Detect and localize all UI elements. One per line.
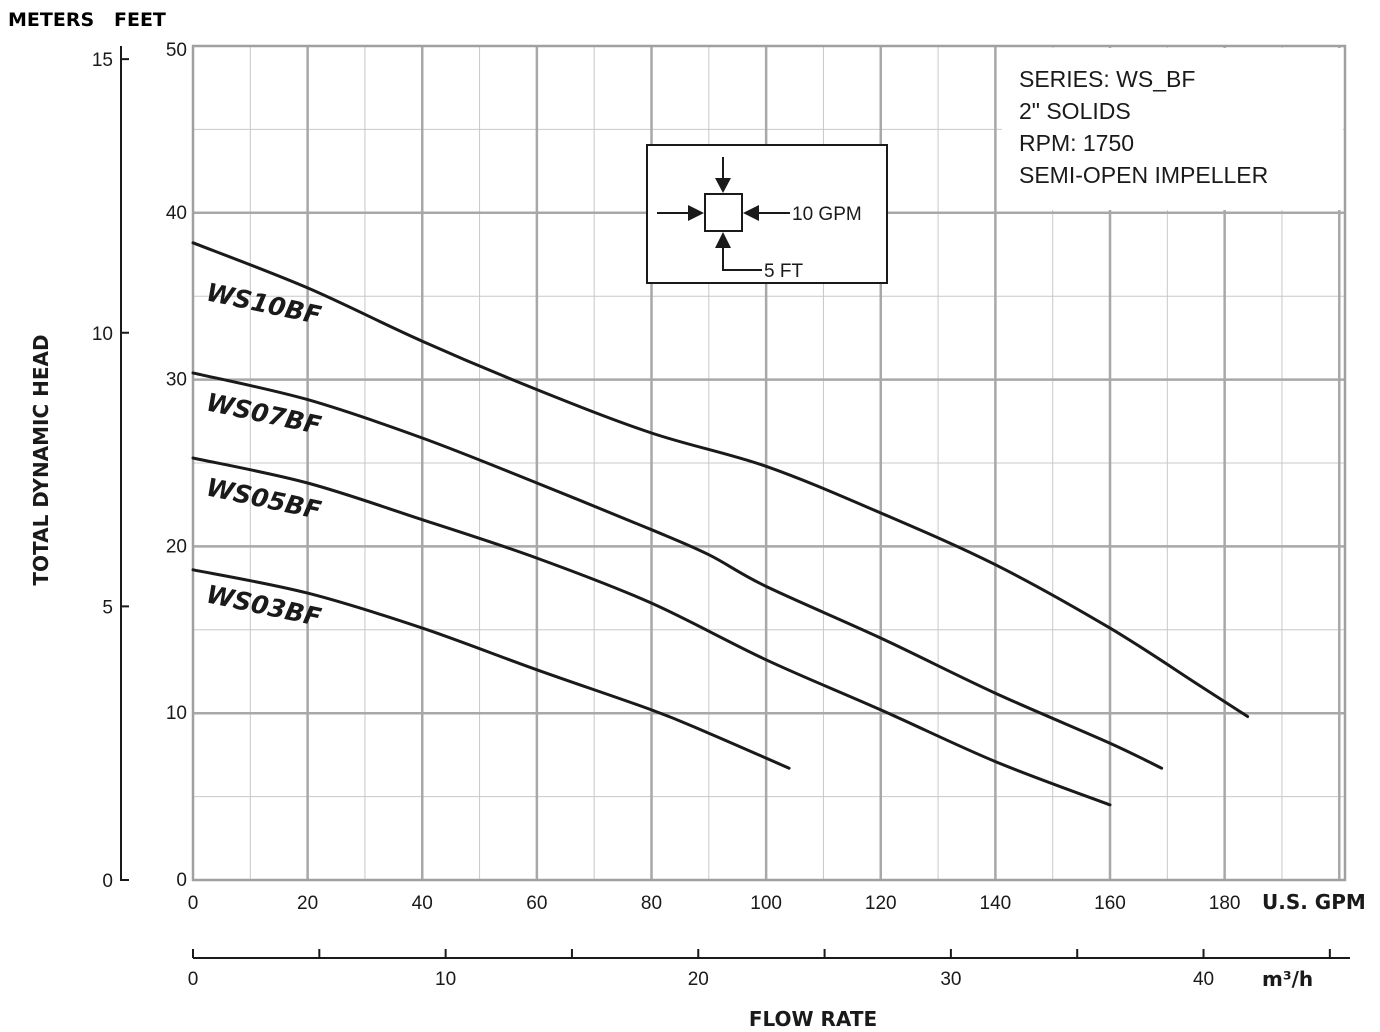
- y-right-header: FEET: [114, 9, 166, 31]
- gpm-tick-label: 100: [750, 893, 782, 914]
- meter-tick-label: 10: [92, 324, 113, 345]
- gpm-tick-label: 40: [412, 893, 433, 914]
- gpm-tick-label: 0: [188, 893, 199, 914]
- y-left-header: METERS: [8, 9, 94, 31]
- feet-axis-ticks: 0 10 20 30 40 50: [166, 40, 187, 891]
- scale-key-arrowhead-top: [715, 178, 731, 193]
- gpm-tick-label: 20: [297, 893, 318, 914]
- series-label-ws03bf: WS03BF: [204, 580, 324, 633]
- series-label-ws07bf: WS07BF: [204, 388, 324, 441]
- plot-frame: [191, 44, 1347, 882]
- info-box: [1002, 48, 1343, 210]
- series-line-ws10bf: [191, 241, 1250, 718]
- scale-key-arrowhead-left: [688, 205, 704, 221]
- series-label-ws10bf: WS10BF: [204, 278, 324, 331]
- info-line-impeller: SEMI-OPEN IMPELLER: [1019, 162, 1268, 188]
- scale-key: 10 GPM 5 FT: [646, 144, 888, 284]
- scale-key-arrowhead-bottom: [715, 232, 731, 248]
- feet-tick-label: 50: [166, 40, 187, 61]
- feet-tick-label: 30: [166, 370, 187, 391]
- series-line-ws03bf: [191, 568, 791, 770]
- gpm-tick-label: 80: [641, 893, 662, 914]
- gpm-tick-label: 120: [865, 893, 897, 914]
- y-axis-title: TOTAL DYNAMIC HEAD: [29, 334, 53, 585]
- feet-tick-label: 0: [176, 870, 187, 891]
- info-line-series: SERIES: WS_BF: [1019, 66, 1195, 92]
- m3h-tick-label: 30: [940, 969, 961, 990]
- m3h-tick-label: 20: [688, 969, 709, 990]
- series-line-ws05bf: [191, 456, 1112, 807]
- info-line-rpm: RPM: 1750: [1019, 130, 1134, 156]
- feet-tick-label: 20: [166, 536, 187, 557]
- scale-key-arrow-bottom: [722, 246, 762, 271]
- gpm-axis-ticks: 0 20 40 60 80 100 120 140 160 180: [188, 893, 1241, 914]
- scale-key-arrowhead-right: [743, 205, 759, 221]
- m3h-tick-label: 10: [435, 969, 456, 990]
- gpm-tick-label: 180: [1209, 893, 1241, 914]
- m3h-tick-label: 40: [1193, 969, 1214, 990]
- gpm-tick-label: 160: [1094, 893, 1126, 914]
- meter-tick-label: 0: [102, 871, 113, 892]
- series-layer: WS10BF WS07BF WS05BF WS03BF: [191, 241, 1250, 807]
- meter-tick-label: 15: [92, 50, 113, 71]
- meter-tick-label: 5: [102, 597, 113, 618]
- series-label-ws05bf: WS05BF: [204, 473, 324, 526]
- m3h-tick-label: 0: [188, 969, 199, 990]
- x-axis-title: FLOW RATE: [749, 1007, 877, 1031]
- x-unit-gpm: U.S. GPM: [1262, 890, 1366, 914]
- info-line-solids: 2" SOLIDS: [1019, 98, 1131, 124]
- feet-tick-label: 40: [166, 203, 187, 224]
- feet-tick-label: 10: [166, 703, 187, 724]
- scale-key-v-label: 5 FT: [764, 261, 803, 282]
- meter-axis-ticks: 0 5 10 15: [92, 50, 129, 892]
- series-line-ws07bf: [191, 371, 1164, 770]
- x-unit-m3h: m³/h: [1262, 967, 1313, 991]
- gpm-tick-label: 140: [980, 893, 1012, 914]
- scale-key-square: [704, 193, 743, 232]
- scale-key-h-label: 10 GPM: [792, 204, 862, 225]
- m3h-axis-ticks: 0 10 20 30 40: [188, 949, 1331, 990]
- gpm-tick-label: 60: [526, 893, 547, 914]
